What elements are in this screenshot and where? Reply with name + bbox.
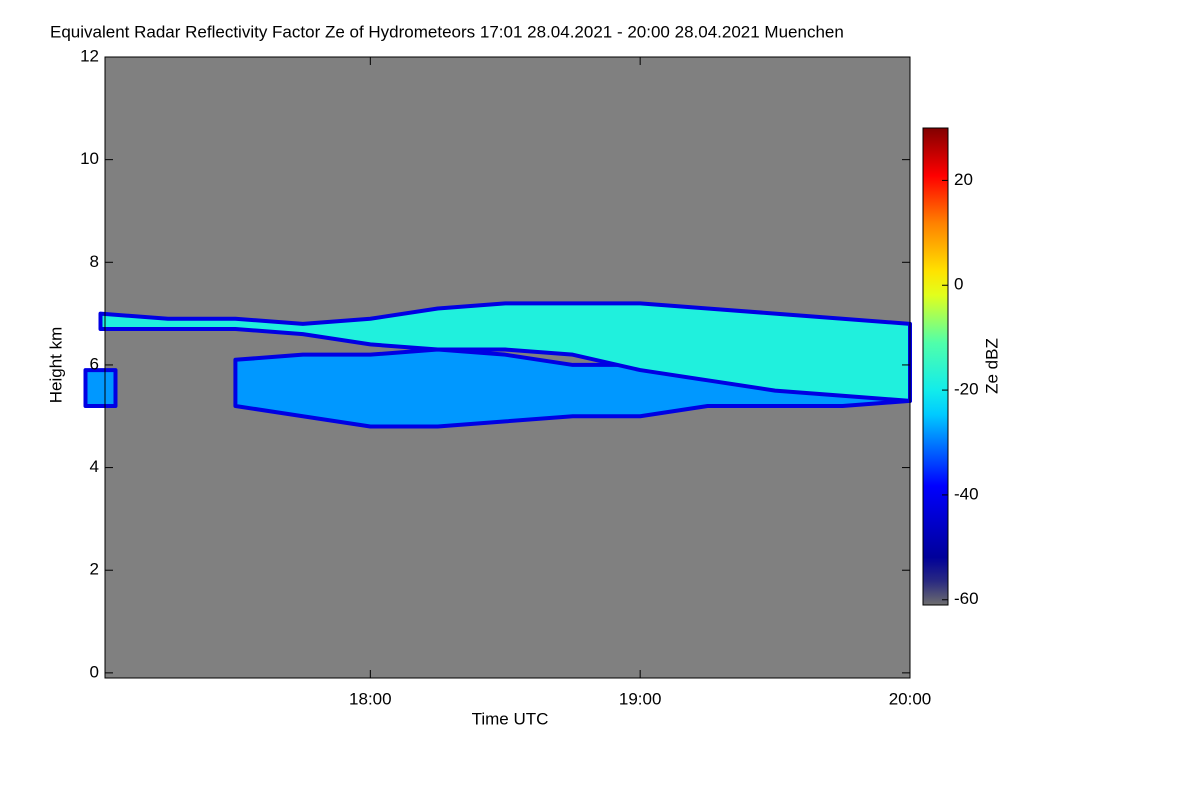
colorbar-tick-label: -40 [954, 484, 979, 503]
echo-band [83, 368, 118, 408]
colorbar-label: Ze dBZ [982, 338, 1001, 394]
y-tick-label: 12 [80, 46, 99, 65]
x-tick-label: 19:00 [619, 689, 662, 708]
y-tick-label: 0 [90, 662, 99, 681]
chart-title: Equivalent Radar Reflectivity Factor Ze … [50, 22, 844, 41]
x-tick-label: 20:00 [889, 689, 932, 708]
y-tick-label: 6 [90, 354, 99, 373]
x-axis-label: Time UTC [472, 709, 549, 728]
plot-frame [104, 56, 911, 679]
y-tick-label: 10 [80, 149, 99, 168]
colorbar-tick-label: 20 [954, 170, 973, 189]
colorbar-tick-label: -20 [954, 380, 979, 399]
y-tick-label: 8 [90, 252, 99, 271]
colorbar-tick-label: -60 [954, 589, 979, 608]
colorbar-tick-label: 0 [954, 275, 963, 294]
y-tick-label: 4 [90, 457, 99, 476]
y-tick-label: 2 [90, 560, 99, 579]
x-tick-label: 18:00 [349, 689, 392, 708]
colorbar [922, 127, 949, 606]
y-axis-label: Height km [46, 327, 65, 404]
